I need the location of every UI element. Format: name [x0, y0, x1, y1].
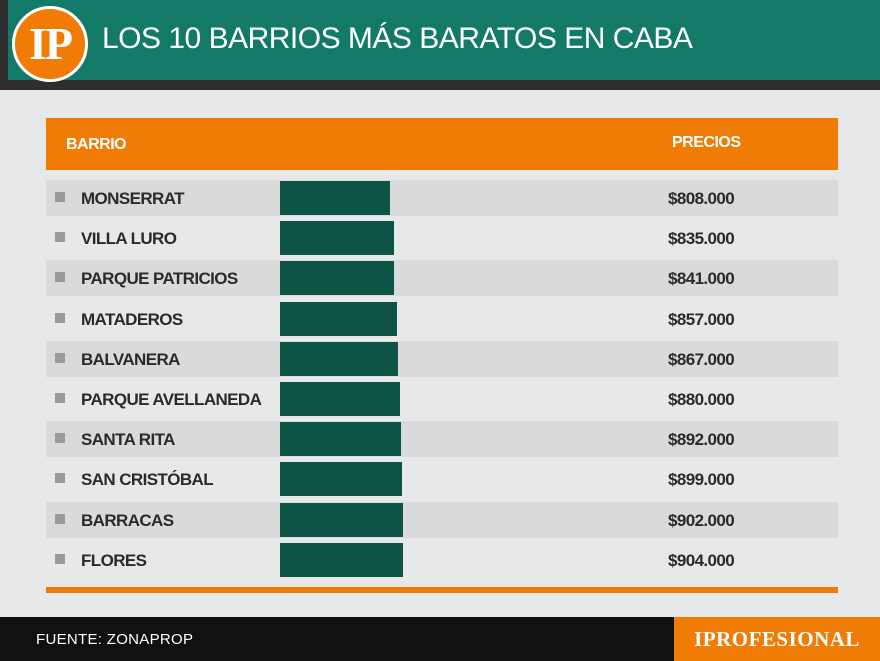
barrio-label: PARQUE AVELLANEDA [81, 390, 262, 409]
price-label: $904.000 [668, 550, 735, 570]
row-bullet [55, 433, 65, 444]
price-label: $808.000 [668, 189, 735, 208]
row-bullet [55, 513, 65, 524]
price-bar [280, 221, 394, 256]
price-bar [280, 382, 400, 416]
header-edge [0, 0, 8, 90]
brand-box: IPROFESIONAL [674, 617, 880, 661]
price-label: $841.000 [668, 269, 735, 289]
row-bullet [55, 352, 65, 363]
barrio-label: MATADEROS [81, 309, 183, 329]
row-bullet [55, 312, 65, 323]
price-bar [280, 181, 390, 215]
price-bar [280, 422, 402, 457]
table-row: FLORES $904.000 [46, 542, 838, 578]
barrio-label: BARRACAS [81, 510, 174, 530]
barrio-label: FLORES [81, 550, 147, 570]
price-label: $892.000 [668, 430, 735, 450]
barrio-label: PARQUE PATRICIOS [81, 269, 238, 289]
header-shadow [0, 80, 880, 90]
row-bullet [55, 393, 65, 403]
table-row: BARRACAS $902.000 [46, 501, 838, 538]
price-bar [280, 341, 398, 376]
table-row: SANTA RITA $892.000 [46, 421, 838, 458]
row-bullet [55, 553, 65, 564]
logo-text: IP [29, 18, 73, 69]
page-title: LOS 10 BARRIOS MÁS BARATOS EN CABA [102, 22, 693, 55]
table-row: PARQUE PATRICIOS $841.000 [46, 260, 838, 297]
row-bullet [55, 473, 65, 484]
barrio-label: VILLA LURO [81, 229, 177, 249]
table-row: MONSERRAT $808.000 [46, 180, 838, 216]
brand-logo-text: IPROFESIONAL [694, 626, 860, 651]
price-bar [280, 301, 397, 336]
source-text: FUENTE: ZONAPROP [36, 631, 194, 648]
table-row: VILLA LURO $835.000 [46, 220, 838, 256]
price-label: $857.000 [668, 309, 735, 329]
barrio-label: BALVANERA [81, 349, 180, 369]
ip-logo: IP [12, 6, 88, 82]
table-row: MATADEROS $857.000 [46, 301, 838, 337]
table-row: PARQUE AVELLANEDA $880.000 [46, 381, 838, 417]
barrio-label: SAN CRISTÓBAL [81, 470, 214, 490]
price-label: $902.000 [668, 510, 735, 530]
table-header [46, 118, 838, 170]
price-label: $835.000 [668, 229, 735, 249]
price-label: $899.000 [668, 470, 735, 490]
row-bullet [55, 272, 65, 283]
row-bullet [55, 192, 65, 202]
row-bullet [55, 232, 65, 243]
price-bar [280, 542, 403, 577]
price-bar [280, 261, 395, 296]
price-bar [280, 462, 403, 497]
column-header-barrio: BARRIO [66, 136, 127, 153]
price-label: $880.000 [668, 390, 735, 409]
column-header-precios: PRECIOS [672, 134, 741, 151]
price-bar [280, 502, 403, 537]
table-row: BALVANERA $867.000 [46, 340, 838, 377]
barrio-label: SANTA RITA [81, 430, 175, 450]
price-label: $867.000 [668, 349, 735, 369]
table-row: SAN CRISTÓBAL $899.000 [46, 461, 838, 497]
bottom-rule [46, 587, 838, 593]
header-bar [0, 0, 880, 80]
barrio-label: MONSERRAT [81, 189, 185, 208]
